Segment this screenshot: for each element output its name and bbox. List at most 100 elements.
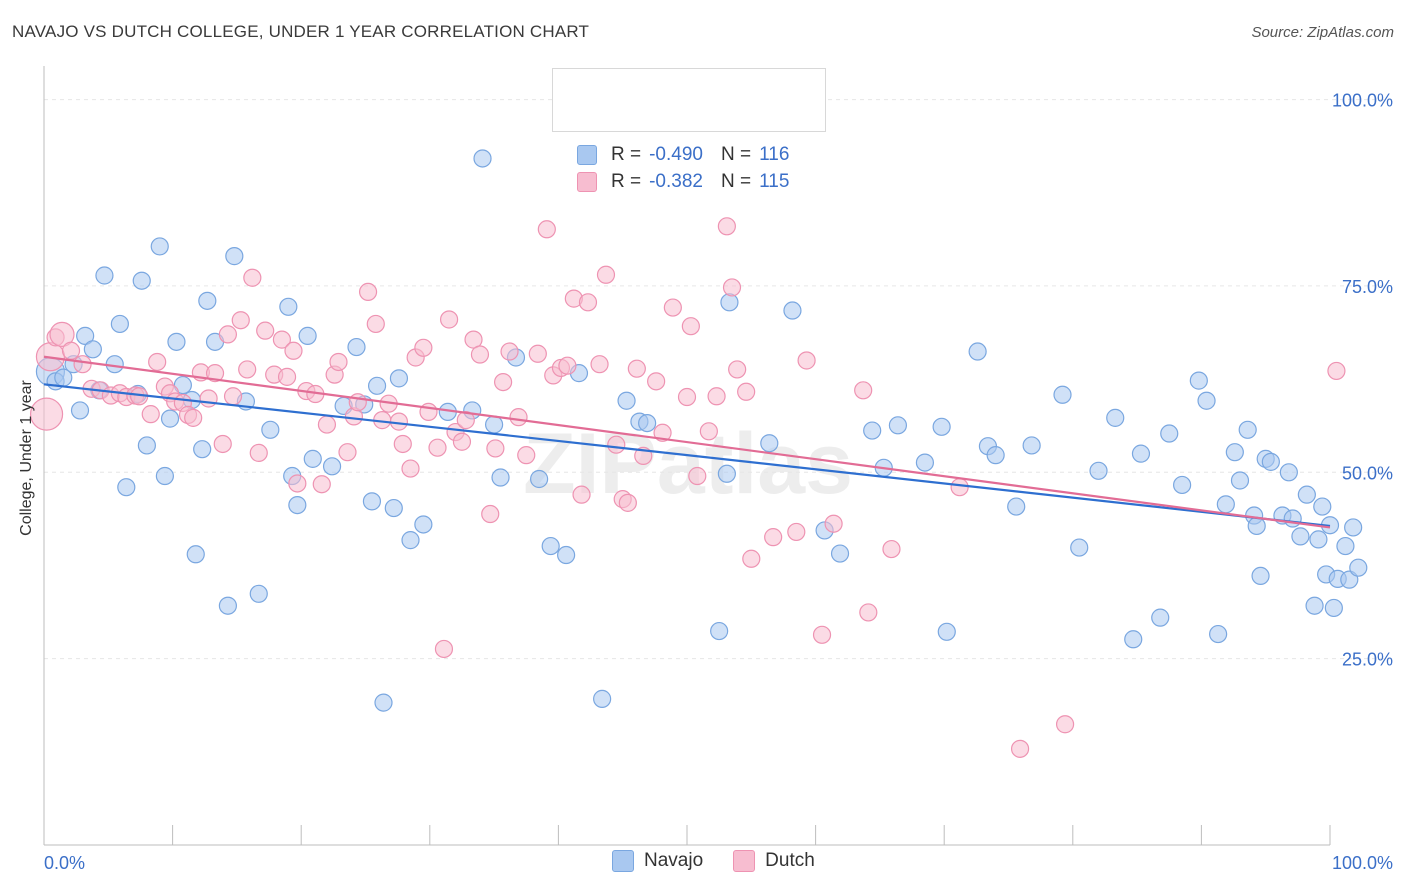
navajo-point (1279, 463, 1298, 482)
dutch-point (401, 459, 420, 478)
dutch-point (223, 387, 243, 406)
x-tick-label: 100.0% (1332, 853, 1393, 873)
dutch-point (882, 539, 901, 559)
dutch-point (452, 432, 472, 451)
navajo-point (710, 621, 729, 641)
dutch-legend-swatch (733, 850, 756, 872)
dutch-point (358, 282, 378, 301)
navajo-point (1283, 509, 1302, 528)
dutch-point (812, 625, 832, 644)
dutch-point (148, 352, 167, 372)
dutch-point (414, 338, 433, 357)
navajo-point (888, 416, 908, 435)
navajo-point (1151, 608, 1170, 627)
navajo-point (1053, 385, 1072, 404)
navajo-point (830, 544, 850, 563)
dutch-point (528, 344, 547, 363)
legend-item-dutch[interactable]: Dutch (733, 850, 815, 872)
dutch-point (61, 341, 81, 360)
navajo-point (83, 340, 102, 359)
dutch-point (681, 317, 700, 336)
dutch-point (950, 478, 969, 497)
x-tick-label: 0.0% (44, 853, 85, 873)
dutch-point (590, 355, 609, 374)
navajo-point (1313, 497, 1332, 516)
navajo-point (1007, 497, 1026, 516)
dutch-point (456, 411, 475, 430)
navajo-point (717, 464, 736, 483)
navajo-point (1344, 518, 1363, 537)
navajo-point (1160, 424, 1179, 443)
navajo-point (1238, 420, 1257, 439)
dutch-point (49, 321, 75, 347)
navajo-point (1106, 408, 1125, 427)
dutch-r-value: -0.382 (649, 171, 703, 192)
dutch-n-value: 115 (759, 171, 790, 192)
navajo-n-label: N = (720, 144, 752, 165)
navajo-point (401, 531, 420, 550)
navajo-point (193, 440, 212, 459)
dutch-point (231, 311, 250, 330)
navajo-point (863, 421, 882, 440)
dutch-point (434, 639, 454, 659)
dutch-point (663, 298, 682, 317)
legend-item-navajo[interactable]: Navajo (612, 850, 703, 872)
navajo-point (937, 622, 956, 641)
dutch-point (517, 446, 536, 465)
dutch-point (184, 408, 203, 427)
dutch-point (213, 434, 232, 454)
dutch-point (348, 393, 367, 412)
dutch-point (141, 405, 160, 424)
navajo-point (322, 457, 342, 476)
dutch-point (338, 443, 357, 462)
dutch-point (787, 522, 806, 542)
dutch-point (824, 514, 843, 533)
dutch-r-label: R = (611, 171, 642, 192)
dutch-point (249, 443, 268, 463)
y-axis-label: College, Under 1 year (18, 380, 35, 536)
dutch-point (272, 330, 292, 349)
dutch-point (1010, 739, 1030, 758)
dutch-point (509, 408, 528, 427)
navajo-trend-line (43, 383, 1331, 528)
source-label: Source: ZipAtlas.com (1251, 24, 1394, 41)
navajo-point (1216, 495, 1235, 514)
dutch-point (199, 389, 218, 408)
navajo-point (783, 301, 802, 320)
dutch-point (218, 325, 237, 344)
dutch-point (1055, 715, 1075, 734)
dutch-point (366, 314, 385, 334)
navajo-point (1230, 471, 1250, 490)
navajo-point (249, 584, 268, 603)
navajo-point (617, 391, 636, 410)
navajo-point (1309, 530, 1328, 549)
watermark: ZIPatlas (523, 416, 853, 512)
navajo-point (638, 413, 657, 433)
dutch-n-label: N = (720, 171, 752, 192)
legend-row-navajo: R = -0.490 N = 116 (577, 143, 789, 167)
dutch-point (312, 475, 331, 494)
y-tick-label: 50.0% (1342, 463, 1393, 483)
dutch-point (572, 485, 591, 504)
navajo-point (173, 375, 192, 395)
navajo-point (155, 466, 174, 486)
dutch-point (205, 364, 225, 383)
navajo-point (593, 689, 612, 708)
dutch-point (728, 360, 747, 379)
dutch-point (699, 422, 718, 441)
navajo-point (932, 417, 951, 436)
navajo-r-value: -0.490 (649, 144, 703, 165)
dutch-point (627, 359, 646, 378)
navajo-point (1124, 630, 1143, 649)
axes (43, 66, 1331, 846)
dutch-point (653, 423, 672, 442)
navajo-point (1324, 598, 1343, 618)
dutch-point (737, 382, 756, 401)
dutch-point (500, 342, 519, 361)
navajo-point (137, 436, 156, 455)
navajo-point (1251, 566, 1270, 586)
navajo-point (1349, 558, 1368, 577)
navajo-point (218, 596, 237, 615)
navajo-point (1305, 596, 1324, 615)
navajo-point (347, 337, 366, 357)
